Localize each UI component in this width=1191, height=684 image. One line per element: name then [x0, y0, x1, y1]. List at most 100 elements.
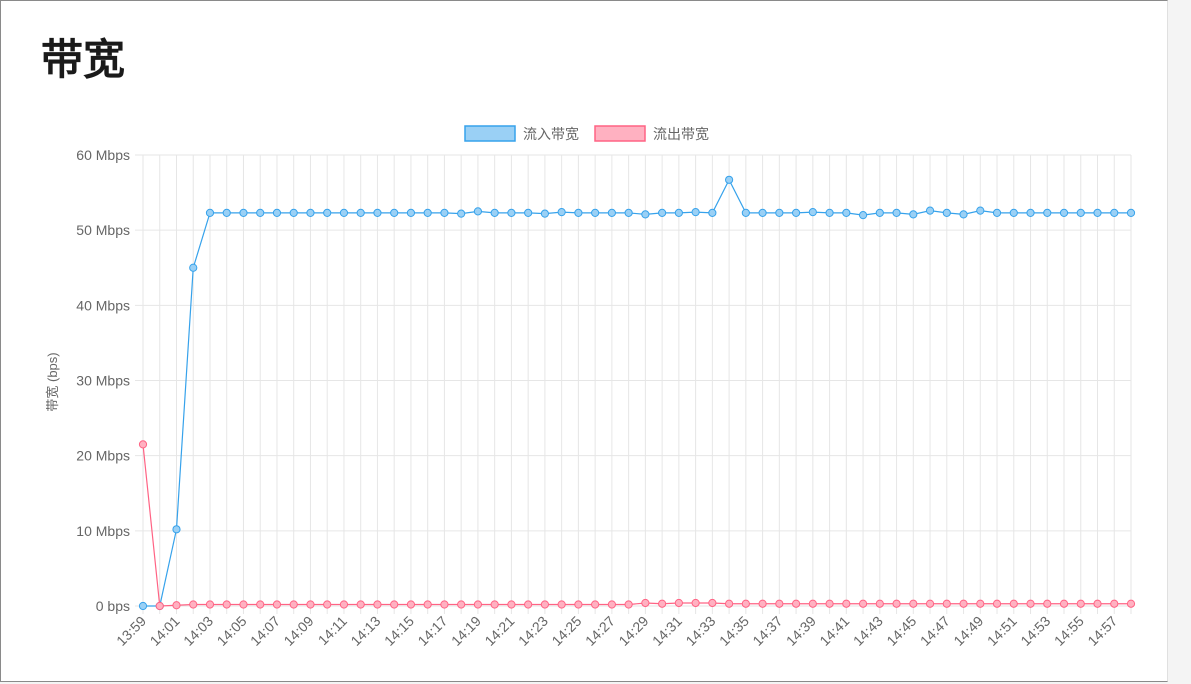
data-point[interactable]	[909, 599, 918, 608]
data-point[interactable]	[473, 207, 483, 216]
data-point[interactable]	[406, 208, 416, 217]
data-point[interactable]	[858, 211, 868, 220]
data-point[interactable]	[775, 208, 784, 217]
data-point[interactable]	[239, 208, 248, 217]
data-point[interactable]	[1093, 599, 1102, 608]
data-point[interactable]	[339, 600, 349, 609]
data-point[interactable]	[1009, 599, 1018, 608]
data-point[interactable]	[306, 208, 315, 217]
data-point[interactable]	[540, 209, 549, 218]
data-point[interactable]	[858, 599, 868, 608]
data-point[interactable]	[808, 599, 817, 608]
legend-item[interactable]: 流出带宽	[594, 125, 709, 142]
data-point[interactable]	[557, 208, 566, 217]
data-point[interactable]	[557, 600, 566, 609]
data-point[interactable]	[423, 600, 432, 609]
data-point[interactable]	[875, 599, 884, 608]
data-point[interactable]	[1026, 599, 1035, 608]
data-point[interactable]	[138, 440, 148, 449]
data-point[interactable]	[239, 600, 248, 609]
legend-item[interactable]: 流入带宽	[464, 125, 579, 142]
data-point[interactable]	[725, 175, 734, 184]
data-point[interactable]	[791, 599, 801, 608]
data-point[interactable]	[189, 263, 198, 272]
data-point[interactable]	[440, 208, 449, 217]
data-point[interactable]	[842, 599, 851, 608]
data-point[interactable]	[674, 598, 683, 608]
data-point[interactable]	[1126, 599, 1136, 608]
data-point[interactable]	[825, 208, 834, 217]
data-point[interactable]	[641, 210, 650, 219]
data-point[interactable]	[1043, 208, 1052, 217]
data-point[interactable]	[356, 600, 365, 609]
data-point[interactable]	[758, 208, 767, 217]
data-point[interactable]	[390, 600, 399, 609]
data-point[interactable]	[1059, 599, 1069, 608]
data-point[interactable]	[205, 208, 215, 217]
data-point[interactable]	[222, 600, 231, 609]
data-point[interactable]	[607, 600, 616, 609]
data-point[interactable]	[222, 208, 231, 217]
data-point[interactable]	[741, 208, 750, 217]
data-point[interactable]	[1126, 208, 1136, 217]
data-point[interactable]	[339, 208, 349, 217]
data-point[interactable]	[641, 598, 650, 608]
data-point[interactable]	[624, 600, 633, 609]
data-point[interactable]	[323, 208, 332, 217]
data-point[interactable]	[440, 600, 449, 609]
data-point[interactable]	[272, 208, 282, 217]
data-point[interactable]	[607, 208, 616, 217]
data-point[interactable]	[289, 600, 298, 609]
data-point[interactable]	[959, 599, 968, 608]
data-point[interactable]	[256, 600, 265, 609]
data-point[interactable]	[909, 210, 918, 219]
data-point[interactable]	[691, 598, 700, 608]
data-point[interactable]	[205, 600, 215, 609]
data-point[interactable]	[1026, 208, 1035, 217]
data-point[interactable]	[591, 600, 600, 609]
data-point[interactable]	[624, 208, 633, 217]
data-point[interactable]	[976, 599, 985, 608]
data-point[interactable]	[423, 208, 432, 217]
chart-legend[interactable]: 流入带宽 流出带宽	[464, 125, 709, 142]
data-point[interactable]	[406, 600, 416, 609]
data-point[interactable]	[875, 208, 884, 217]
data-point[interactable]	[574, 208, 583, 217]
data-point[interactable]	[691, 208, 700, 217]
data-point[interactable]	[725, 599, 734, 608]
data-point[interactable]	[1110, 599, 1119, 608]
data-point[interactable]	[373, 600, 382, 609]
data-point[interactable]	[540, 600, 549, 609]
data-point[interactable]	[976, 206, 985, 215]
data-point[interactable]	[390, 208, 399, 217]
data-point[interactable]	[490, 208, 499, 217]
data-point[interactable]	[842, 208, 851, 217]
data-point[interactable]	[791, 208, 801, 217]
data-point[interactable]	[674, 208, 683, 217]
data-point[interactable]	[189, 600, 198, 609]
data-point[interactable]	[591, 208, 600, 217]
data-point[interactable]	[457, 600, 466, 609]
data-point[interactable]	[524, 208, 533, 217]
data-point[interactable]	[473, 600, 483, 609]
data-point[interactable]	[758, 599, 767, 608]
data-point[interactable]	[708, 598, 717, 608]
data-point[interactable]	[306, 600, 315, 609]
data-point[interactable]	[373, 208, 382, 217]
data-point[interactable]	[507, 600, 516, 609]
data-point[interactable]	[992, 208, 1002, 217]
data-point[interactable]	[775, 599, 784, 608]
data-point[interactable]	[959, 210, 968, 219]
data-point[interactable]	[272, 600, 282, 609]
data-point[interactable]	[524, 600, 533, 609]
data-point[interactable]	[741, 599, 750, 608]
data-point[interactable]	[507, 208, 516, 217]
data-point[interactable]	[658, 208, 667, 217]
data-point[interactable]	[1076, 599, 1085, 608]
data-point[interactable]	[925, 599, 935, 608]
data-point[interactable]	[356, 208, 365, 217]
data-point[interactable]	[992, 599, 1002, 608]
data-point[interactable]	[138, 601, 148, 611]
data-point[interactable]	[574, 600, 583, 609]
data-point[interactable]	[172, 601, 181, 610]
